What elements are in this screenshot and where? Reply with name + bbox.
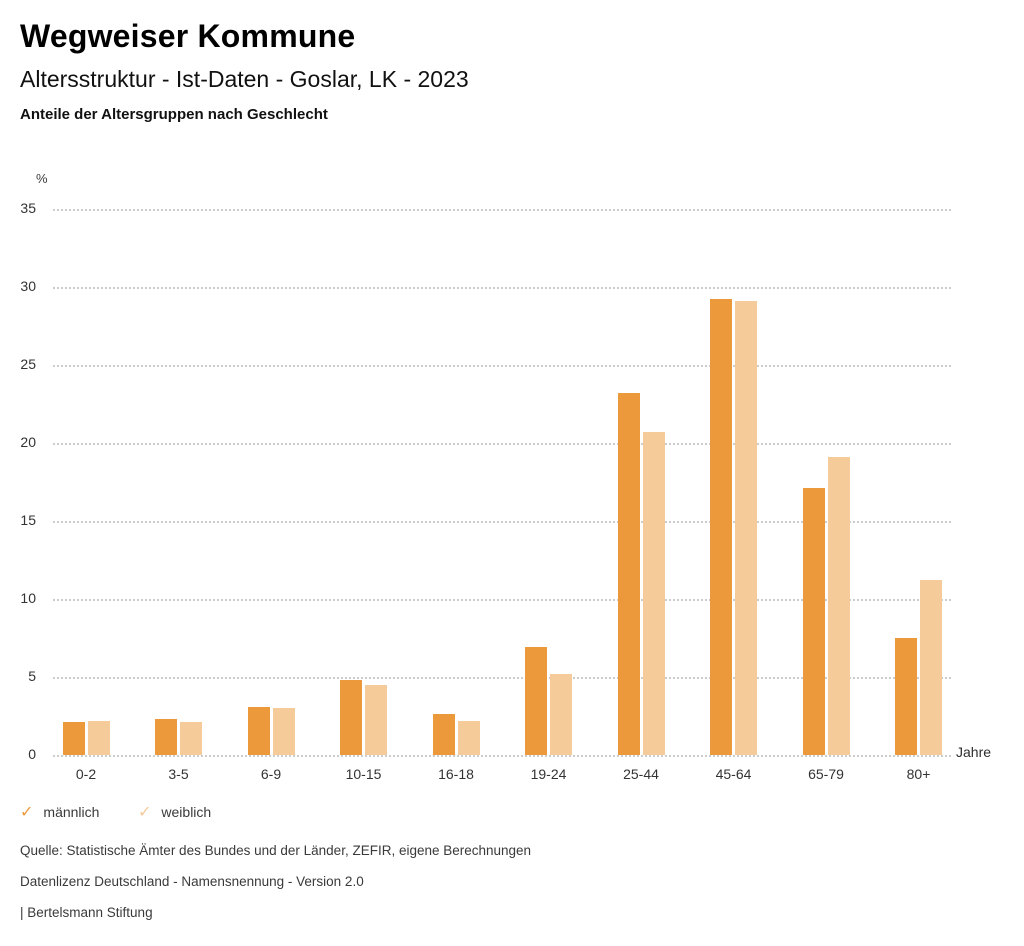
chart-heading: Anteile der Altersgruppen nach Geschlech… [20, 106, 328, 123]
y-tick-label-5: 5 [28, 668, 36, 684]
x-tick-label-0-2: 0-2 [75, 766, 97, 782]
x-tick-label-19-24: 19-24 [530, 766, 567, 782]
bar-weiblich-6-9[interactable] [272, 708, 295, 755]
footer-source: Quelle: Statistische Ämter des Bundes un… [20, 843, 532, 858]
bar-männlich-10-15[interactable] [340, 680, 362, 755]
x-tick-label-3-5: 3-5 [168, 766, 189, 782]
x-tick-label-6-9: 6-9 [260, 766, 282, 782]
y-tick-label-25: 25 [20, 356, 36, 372]
legend-label-maennlich: männlich [43, 804, 100, 820]
legend-label-weiblich: weiblich [161, 804, 212, 820]
chart-subtitle: Altersstruktur - Ist-Daten - Goslar, LK … [20, 66, 469, 92]
x-tick-label-65-79: 65-79 [808, 766, 844, 782]
gridline-5 [53, 677, 951, 679]
check-icon: ✓ [20, 804, 34, 821]
legend: ✓ männlich ✓ weiblich [0, 802, 1024, 824]
gridline-15 [53, 521, 951, 523]
y-tick-label-15: 15 [20, 512, 36, 528]
x-tick-label-45-64: 45-64 [715, 766, 752, 782]
plot-area [53, 209, 951, 757]
y-tick-label-0: 0 [28, 746, 36, 762]
bar-männlich-6-9[interactable] [247, 706, 270, 755]
check-icon: ✓ [138, 804, 152, 821]
bar-weiblich-80+[interactable] [920, 580, 942, 755]
bar-männlich-0-2[interactable] [62, 722, 85, 755]
y-tick-label-10: 10 [20, 590, 36, 606]
bar-männlich-3-5[interactable] [155, 719, 177, 755]
footer-attribution: | Bertelsmann Stiftung [20, 905, 153, 920]
bar-weiblich-3-5[interactable] [180, 722, 202, 755]
bar-männlich-65-79[interactable] [802, 488, 825, 755]
bar-männlich-16-18[interactable] [432, 714, 455, 755]
x-tick-label-25-44: 25-44 [623, 766, 659, 782]
y-axis-unit-label: % [36, 171, 48, 186]
gridline-10 [53, 599, 951, 601]
gridline-0 [53, 755, 951, 757]
x-tick-label-10-15: 10-15 [345, 766, 382, 782]
y-tick-label-20: 20 [20, 434, 36, 450]
bar-weiblich-16-18[interactable] [457, 720, 480, 755]
bar-weiblich-65-79[interactable] [827, 457, 850, 755]
gridline-35 [53, 209, 951, 211]
bar-weiblich-0-2[interactable] [87, 720, 110, 755]
legend-item-weiblich[interactable]: ✓ weiblich [138, 802, 211, 822]
bar-weiblich-10-15[interactable] [365, 684, 387, 755]
bar-weiblich-25-44[interactable] [642, 432, 665, 755]
bar-männlich-80+[interactable] [895, 638, 917, 755]
bar-männlich-19-24[interactable] [525, 647, 547, 755]
legend-item-maennlich[interactable]: ✓ männlich [20, 802, 99, 822]
x-tick-label-16-18: 16-18 [438, 766, 474, 782]
footer-license: Datenlizenz Deutschland - Namensnennung … [20, 874, 364, 889]
gridline-20 [53, 443, 951, 445]
bar-weiblich-45-64[interactable] [735, 301, 757, 755]
y-tick-label-30: 30 [20, 278, 36, 294]
bar-weiblich-19-24[interactable] [550, 673, 572, 755]
gridline-30 [53, 287, 951, 289]
y-tick-label-35: 35 [20, 200, 36, 216]
x-axis-title: Jahre [956, 744, 992, 760]
app-title: Wegweiser Kommune [20, 18, 356, 54]
bar-männlich-45-64[interactable] [710, 299, 732, 755]
bar-männlich-25-44[interactable] [617, 393, 640, 755]
x-tick-label-80+: 80+ [906, 766, 931, 782]
gridline-25 [53, 365, 951, 367]
